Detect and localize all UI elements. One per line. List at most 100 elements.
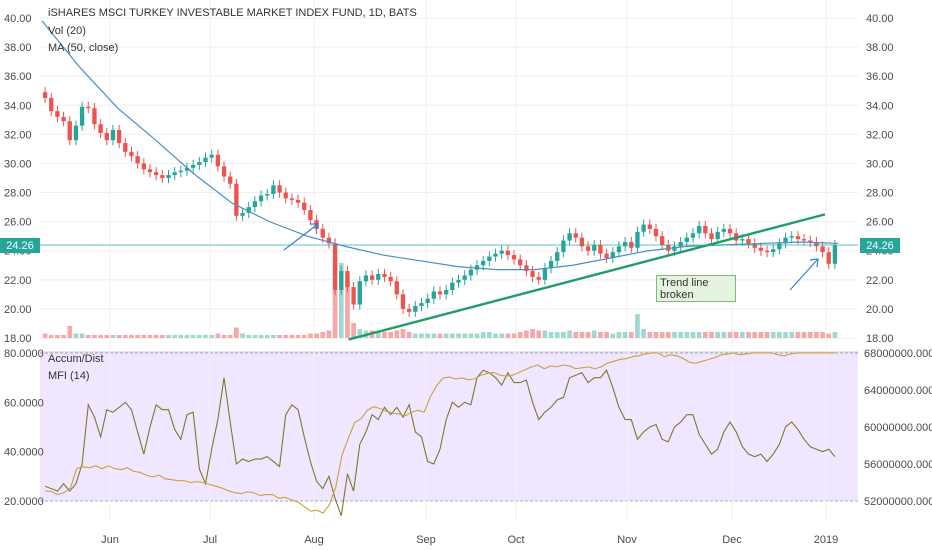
price-badge-right (860, 238, 900, 253)
candle-body (49, 98, 54, 112)
mfi-tick-label: 20.0000 (4, 496, 44, 508)
volume-bar (184, 335, 190, 338)
volume-bar (647, 332, 653, 338)
volume-bar (554, 332, 560, 338)
candle-body (740, 239, 745, 241)
accum-dist-legend[interactable]: Accum/Dist (48, 353, 104, 365)
candle-body (505, 250, 511, 256)
candle-body (721, 228, 727, 232)
volume-bar (468, 333, 474, 338)
candle-body (567, 233, 572, 241)
volume-bar (338, 263, 344, 338)
candle-body (709, 233, 714, 240)
candle-body (215, 154, 221, 167)
volume-bar (635, 314, 640, 338)
volume-bar (628, 332, 634, 338)
time-tick-label: 2019 (814, 534, 838, 546)
volume-bar (740, 332, 745, 338)
volume-bar (351, 323, 356, 338)
volume-bar (622, 332, 628, 338)
volume-bar (221, 335, 227, 338)
volume-bar (548, 332, 554, 338)
mfi-line (44, 369, 836, 516)
volume-bar (690, 332, 696, 338)
candle-body (659, 236, 665, 245)
volume-bar (814, 332, 819, 338)
candle-body (598, 244, 603, 254)
candle-body (42, 92, 48, 98)
candle-body (308, 210, 313, 221)
volume-bar (425, 333, 431, 338)
candle-body (752, 243, 757, 248)
candle-body (376, 274, 381, 280)
price-tick-label: 20.00 (4, 304, 32, 316)
volume-bar (672, 332, 677, 338)
candle-body (197, 162, 202, 165)
price-tick-label: 30.00 (866, 158, 894, 170)
candle-body (209, 154, 214, 158)
volume-bar (517, 332, 523, 338)
volume-bar (746, 332, 751, 338)
candle-body (141, 163, 146, 170)
candle-body (820, 246, 825, 253)
volume-bar (795, 332, 801, 338)
volume-bar (536, 330, 542, 338)
candle-body (252, 201, 258, 208)
trend-line-broken-note: Trend line broken (656, 275, 736, 302)
volume-bar (579, 332, 585, 338)
candle-body (641, 224, 646, 232)
volume-bar (197, 335, 202, 338)
price-tick-label: 34.00 (866, 100, 894, 112)
candle-body (456, 279, 461, 283)
volume-bar (116, 335, 122, 338)
candle-body (511, 255, 517, 260)
volume-bar (98, 335, 103, 338)
candle-body (61, 116, 66, 122)
candle-body (104, 132, 109, 141)
accum-axis: 52000000.0000 56000000.0000 60000000.0000 6… (864, 348, 932, 508)
price-axis-right: 18.0020.0022.0024.0026.0028.0030.0032.00… (866, 13, 894, 345)
volume-bar (783, 332, 788, 338)
volume-bar (820, 332, 825, 338)
candle-body (758, 247, 764, 251)
candle-body (382, 274, 387, 277)
candle-body (826, 252, 831, 264)
volume-bar (499, 333, 505, 338)
candle-body (808, 240, 813, 242)
price-tick-label: 22.00 (4, 275, 32, 287)
mfi-legend[interactable]: MFI (14) (48, 370, 90, 382)
volume-bar (412, 333, 418, 338)
accum-tick-label: 68000000.0000 (864, 348, 932, 360)
candle-body (462, 275, 467, 280)
volume-bar (505, 333, 511, 338)
vol-legend[interactable]: Vol (20) (48, 25, 86, 37)
volume-bar (653, 332, 659, 338)
volume-bar (419, 333, 424, 338)
volume-bar (326, 330, 332, 338)
price-tick-label: 32.00 (866, 129, 894, 141)
price-tick-label: 28.00 (866, 188, 894, 200)
time-tick-label: Nov (617, 534, 637, 546)
volume-bar (320, 332, 326, 338)
candle-body (592, 244, 597, 251)
ma-legend[interactable]: MA (50, close) (48, 42, 118, 54)
candle-body (555, 252, 560, 261)
price-tick-label: 30.00 (4, 158, 32, 170)
candle-body (166, 175, 171, 178)
volume-bar (616, 332, 622, 338)
candle-body (228, 176, 233, 184)
volume-bar (462, 333, 468, 338)
volume-bar (314, 333, 319, 338)
candle-body (153, 172, 159, 176)
candle-body (295, 199, 301, 203)
candle-body (832, 244, 838, 264)
volume-bar (678, 332, 683, 338)
candle-body (116, 130, 122, 144)
candle-body (277, 185, 282, 193)
candle-body (400, 294, 406, 309)
candle-body (684, 237, 689, 242)
candle-body (610, 252, 615, 258)
volume-bar (104, 335, 110, 338)
candle-body (518, 259, 523, 266)
volume-bar (61, 335, 66, 338)
